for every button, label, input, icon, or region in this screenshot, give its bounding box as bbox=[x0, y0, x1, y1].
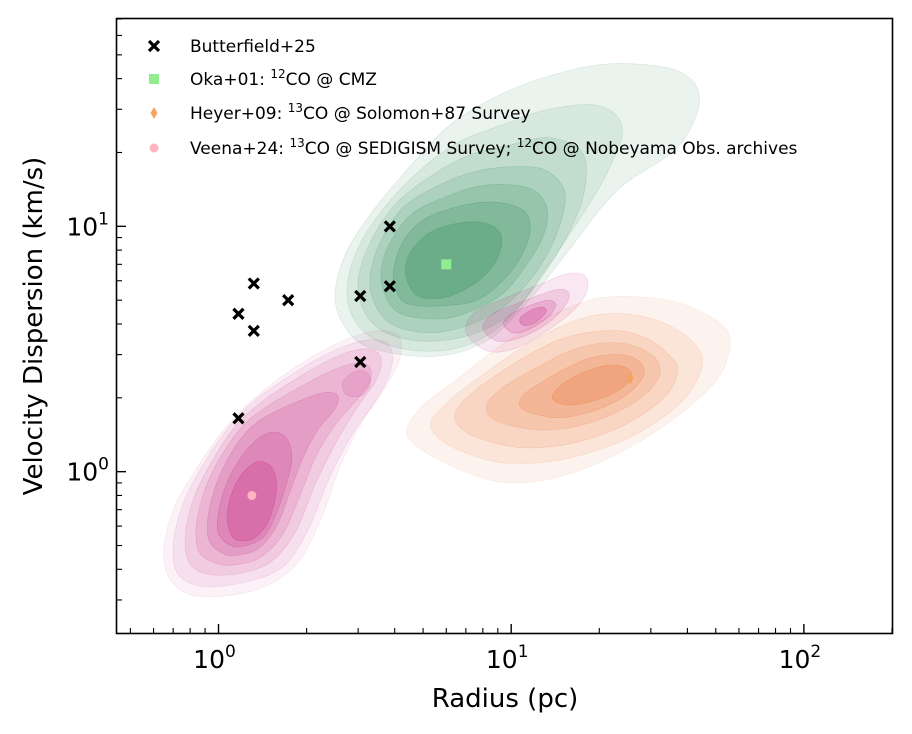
point-0-7 bbox=[354, 355, 367, 369]
x-tick-label: 102 bbox=[779, 642, 822, 674]
point-0-4 bbox=[354, 289, 367, 303]
density-region-3 bbox=[465, 272, 589, 353]
legend: Butterfield+25 Oka+01: 12CO @ CMZ Heyer+09… bbox=[147, 37, 798, 159]
density-contour-1-3 bbox=[486, 342, 661, 431]
point-0-6 bbox=[383, 280, 396, 293]
plot-area-frame bbox=[115, 17, 894, 635]
legend-item-heyer: Heyer+09: 13CO @ Solomon+87 Survey bbox=[150, 101, 531, 124]
point-0-0 bbox=[232, 307, 245, 320]
density-contour-0-1 bbox=[346, 104, 623, 352]
point-2-0 bbox=[626, 372, 634, 385]
density-contours bbox=[163, 63, 731, 598]
density-contour-2-1 bbox=[172, 339, 393, 588]
density-contour-3-0 bbox=[465, 272, 589, 353]
density-contour-1-2 bbox=[454, 330, 678, 449]
legend-item-veena: Veena+24: 13CO @ SEDIGISM Survey; 12CO @… bbox=[149, 136, 798, 159]
legend-item-butterfield: Butterfield+25 bbox=[147, 37, 316, 57]
data-points bbox=[232, 220, 634, 500]
legend-marker-oka bbox=[149, 74, 159, 84]
density-contour-3-1 bbox=[482, 288, 570, 342]
legend-label-butterfield: Butterfield+25 bbox=[190, 37, 316, 57]
density-contour-3-3 bbox=[519, 306, 547, 326]
legend-label-oka: Oka+01: 12CO @ CMZ bbox=[190, 67, 377, 90]
axis-ticks bbox=[117, 18, 893, 633]
density-contour-2-7 bbox=[341, 370, 371, 397]
density-contour-1-0 bbox=[406, 296, 731, 484]
density-contour-1-4 bbox=[519, 354, 645, 419]
density-contour-2-4 bbox=[206, 391, 339, 556]
density-contour-2-0 bbox=[163, 330, 402, 598]
density-contour-1-1 bbox=[430, 313, 704, 464]
x-axis-label: Radius (pc) bbox=[432, 684, 579, 714]
x-tick-label: 101 bbox=[486, 642, 529, 674]
density-contour-0-2 bbox=[357, 137, 587, 342]
y-axis-label: Velocity Dispersion (km/s) bbox=[19, 157, 49, 496]
point-0-2 bbox=[247, 324, 260, 337]
legend-label-veena: Veena+24: 13CO @ SEDIGISM Survey; 12CO @… bbox=[190, 136, 798, 159]
legend-marker-veena bbox=[149, 143, 159, 153]
density-contour-0-0 bbox=[334, 63, 700, 357]
density-contour-2-5 bbox=[217, 431, 293, 548]
density-region-1 bbox=[406, 296, 731, 484]
density-contour-0-4 bbox=[380, 184, 549, 320]
density-contour-3-2 bbox=[502, 299, 557, 334]
point-0-5 bbox=[383, 220, 396, 233]
legend-marker-butterfield bbox=[147, 39, 161, 53]
axis-tick-labels: 100 101 102 100 101 bbox=[66, 209, 821, 674]
density-contour-2-6 bbox=[227, 461, 277, 542]
point-0-8 bbox=[232, 412, 245, 425]
y-tick-label: 101 bbox=[66, 209, 109, 241]
legend-label-heyer: Heyer+09: 13CO @ Solomon+87 Survey bbox=[190, 101, 531, 124]
density-contour-0-6 bbox=[405, 221, 503, 300]
y-tick-label: 100 bbox=[66, 455, 109, 487]
density-region-2 bbox=[163, 330, 402, 598]
point-0-3 bbox=[282, 294, 295, 307]
density-region-0 bbox=[334, 63, 700, 357]
density-contour-0-5 bbox=[392, 201, 531, 307]
density-contour-1-5 bbox=[551, 365, 633, 406]
legend-marker-heyer bbox=[150, 107, 158, 119]
point-1-0 bbox=[441, 259, 452, 270]
point-0-1 bbox=[247, 277, 260, 290]
density-contour-2-2 bbox=[184, 348, 382, 576]
point-3-0 bbox=[247, 490, 257, 500]
legend-item-oka: Oka+01: 12CO @ CMZ bbox=[149, 67, 377, 90]
x-tick-label: 100 bbox=[193, 642, 236, 674]
density-contour-0-3 bbox=[369, 166, 566, 333]
